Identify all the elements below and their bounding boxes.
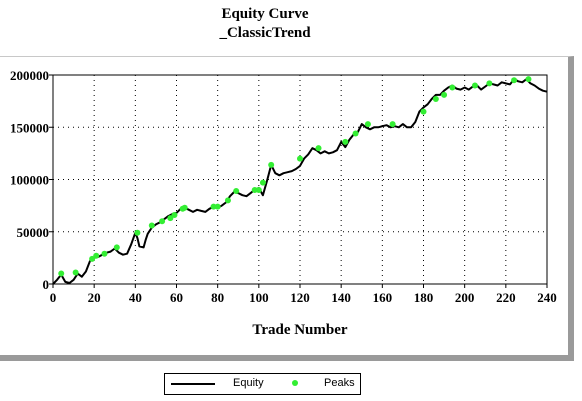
equity-line [52,78,548,285]
y-tick-label: 200000 [10,68,49,83]
peak-point [420,108,427,115]
peak-point [58,270,65,277]
x-tick-label: 80 [211,290,224,305]
peak-point [167,215,174,222]
peak-point [259,179,266,186]
peak-point [315,145,322,152]
x-tick-label: 180 [414,290,434,305]
x-axis-label: Trade Number [252,322,347,338]
x-tick-label: 100 [249,290,269,305]
peak-point [113,244,120,251]
chart-subtitle: _ClassicTrend [219,25,311,41]
legend-equity-swatch [171,383,215,385]
peak-point [210,203,217,210]
y-tick-label: 150000 [10,120,49,135]
peak-point [181,204,188,211]
peak-point [297,155,303,162]
x-tick-label: 120 [290,290,310,305]
peak-point [233,187,240,194]
peak-point [171,212,178,219]
peak-point [93,252,100,259]
x-tick-label: 220 [496,290,516,305]
y-tick-label: 100000 [10,173,49,188]
peak-point [471,82,478,89]
peak-point [441,91,448,98]
x-tick-label: 200 [455,290,475,305]
peak-point [251,186,258,193]
y-tick-label: 0 [43,277,50,292]
peak-point [352,130,359,137]
chart-title: Equity Curve [221,6,309,22]
x-tick-label: 160 [373,290,393,305]
chart-frame: 0 20 40 60 80 100 120 140 160 180 200 220 240 0 50000 1… [0,56,574,361]
peak-point [268,161,275,168]
legend-equity-label: Equity [233,377,264,389]
x-tick-label: 240 [537,290,557,305]
equity-chart: 0 20 40 60 80 100 120 140 160 180 200 220 240 0 50000 1… [10,68,557,338]
peak-point [364,121,371,128]
peak-point [432,96,439,103]
peak-point [525,76,532,83]
peak-point [134,229,141,236]
peak-point [486,80,493,87]
peak-point [342,138,349,145]
peak-point [101,250,108,257]
peak-point [224,197,231,204]
x-tick-label: 20 [88,290,101,305]
x-tick-label: 140 [331,290,351,305]
x-tick-label: 40 [129,290,142,305]
peak-point [511,77,518,84]
y-tick-label: 50000 [17,225,50,240]
peak-point [159,218,166,225]
x-tick-label: 0 [50,290,57,305]
legend-peaks-swatch [292,380,298,386]
legend-peaks-label: Peaks [324,377,355,389]
peak-point [72,269,79,276]
peak-point [255,186,262,193]
chart-legend: Equity Peaks [164,373,361,395]
peak-point [389,121,396,128]
peak-point [214,203,221,210]
x-tick-label: 60 [170,290,183,305]
peak-point [148,222,155,229]
peak-point [89,255,96,262]
peak-point [449,84,456,91]
